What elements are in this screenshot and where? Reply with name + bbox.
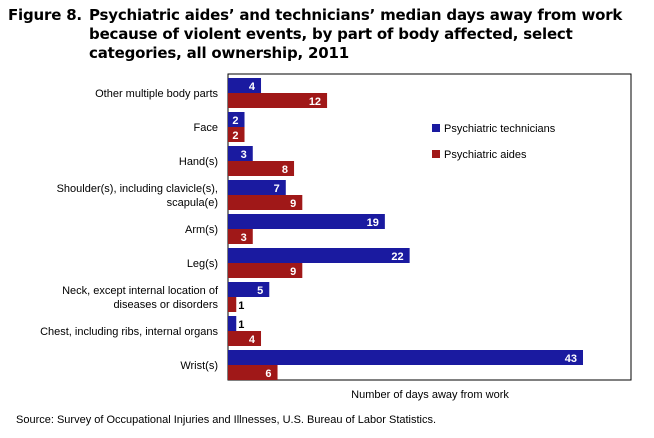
- bar-value-label: 22: [391, 251, 403, 263]
- bar-value-label: 9: [290, 198, 296, 210]
- bar-value-label: 43: [565, 353, 577, 365]
- bar-aides: [228, 263, 303, 278]
- title-prefix: Figure 8.: [8, 6, 82, 24]
- bar-aides: [228, 93, 328, 108]
- bar-technicians: [228, 112, 245, 127]
- bar-aides: [228, 365, 278, 380]
- x-axis-title: Number of days away from work: [351, 389, 509, 401]
- bar-technicians: [228, 146, 253, 161]
- bar-technicians: [228, 282, 270, 297]
- bar-aides: [228, 297, 237, 312]
- bar-value-label: 8: [282, 164, 288, 176]
- bar-value-label: 5: [257, 285, 263, 297]
- category-label: Wrist(s): [180, 360, 218, 372]
- bar-technicians: [228, 350, 583, 365]
- bar-technicians: [228, 248, 410, 263]
- bar-technicians: [228, 214, 385, 229]
- category-label: Other multiple body parts: [95, 88, 218, 100]
- legend-label: Psychiatric technicians: [444, 123, 556, 135]
- bar-aides: [228, 161, 295, 176]
- bar-technicians: [228, 78, 262, 93]
- bar-value-label: 7: [274, 183, 280, 195]
- bar-aides: [228, 127, 245, 142]
- bar-value-label: 9: [290, 266, 296, 278]
- bar-aides: [228, 331, 262, 346]
- bar-value-label: 2: [232, 115, 238, 127]
- bar-value-label: 4: [249, 81, 256, 93]
- category-label: Chest, including ribs, internal organs: [40, 326, 218, 338]
- legend-label: Psychiatric aides: [444, 149, 527, 161]
- category-label: Neck, except internal location of: [62, 285, 219, 297]
- category-label: diseases or disorders: [113, 299, 218, 311]
- bar-aides: [228, 195, 303, 210]
- bar-value-label: 12: [309, 96, 321, 108]
- legend-swatch: [432, 150, 440, 158]
- bar-value-label: 6: [265, 368, 271, 380]
- category-label: Hand(s): [179, 156, 218, 168]
- chart-title: Figure 8. Psychiatric aides’ and technic…: [8, 6, 648, 63]
- source-note: Source: Survey of Occupational Injuries …: [16, 414, 437, 426]
- bar-value-label: 2: [232, 130, 238, 142]
- bar-value-label: 3: [241, 149, 247, 161]
- category-label: Leg(s): [187, 258, 218, 270]
- bar-technicians: [228, 316, 237, 331]
- bar-value-label: 1: [238, 319, 244, 331]
- bar-technicians: [228, 180, 286, 195]
- bar-value-label: 1: [238, 300, 244, 312]
- title-text: Psychiatric aides’ and technicians’ medi…: [89, 6, 623, 62]
- bar-value-label: 19: [367, 217, 379, 229]
- bar-value-label: 3: [241, 232, 247, 244]
- legend-swatch: [432, 124, 440, 132]
- category-label: Shoulder(s), including clavicle(s),: [57, 183, 218, 195]
- bar-aides: [228, 229, 253, 244]
- category-label: Arm(s): [185, 224, 218, 236]
- category-label: scapula(e): [167, 197, 218, 209]
- category-label: Face: [194, 122, 218, 134]
- bar-value-label: 4: [249, 334, 256, 346]
